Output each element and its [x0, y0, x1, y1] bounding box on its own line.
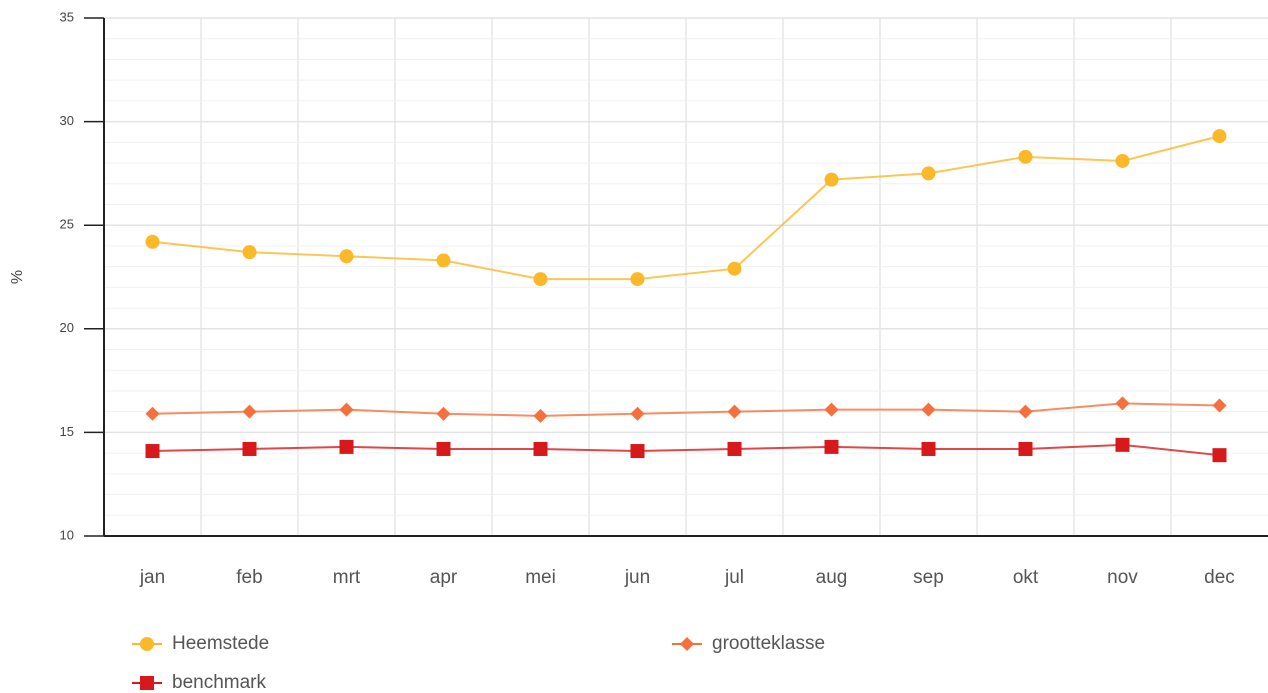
- x-tick-label: nov: [1107, 567, 1138, 588]
- legend-label: benchmark: [172, 672, 266, 693]
- y-tick-label: 35: [60, 9, 74, 24]
- data-point: [436, 253, 451, 268]
- data-point: [727, 404, 742, 419]
- data-point: [824, 172, 839, 187]
- data-point: [921, 441, 936, 456]
- data-point: [533, 272, 548, 287]
- data-point: [339, 402, 354, 417]
- series-line: [152, 402, 1220, 417]
- data-point: [921, 166, 936, 181]
- x-tick-label: okt: [1013, 567, 1039, 588]
- y-tick-label: 25: [60, 217, 74, 232]
- data-point: [145, 234, 160, 249]
- data-point: [242, 441, 257, 456]
- x-tick-label: feb: [236, 567, 262, 588]
- data-point: [1018, 149, 1033, 164]
- y-tick-label: 30: [60, 113, 74, 128]
- x-tick-label: jun: [624, 567, 650, 588]
- legend-label: Heemstede: [172, 633, 269, 654]
- x-tick-label: mrt: [333, 567, 361, 588]
- data-point: [242, 245, 257, 260]
- x-tick-label: jul: [724, 567, 744, 588]
- x-tick-label: sep: [913, 567, 944, 588]
- data-point: [1115, 153, 1130, 168]
- data-point: [145, 444, 160, 459]
- data-point: [630, 406, 645, 421]
- data-point: [1018, 441, 1033, 456]
- data-point: [533, 408, 548, 423]
- y-axis-label: %: [9, 270, 26, 284]
- data-point: [1018, 404, 1033, 419]
- data-point: [824, 439, 839, 454]
- data-point: [242, 404, 257, 419]
- data-point: [1115, 396, 1130, 411]
- x-tick-label: jan: [139, 567, 165, 588]
- data-point: [630, 444, 645, 459]
- data-point: [921, 402, 936, 417]
- x-tick-label: dec: [1204, 567, 1235, 588]
- data-point: [1212, 448, 1227, 463]
- data-point: [436, 406, 451, 421]
- x-tick-label: mei: [525, 567, 556, 588]
- legend-marker: [140, 637, 154, 651]
- data-point: [533, 441, 548, 456]
- data-point: [727, 261, 742, 276]
- data-point: [145, 406, 160, 421]
- data-point: [1212, 129, 1227, 144]
- y-tick-label: 20: [60, 320, 74, 335]
- data-point: [1212, 398, 1227, 413]
- y-tick-label: 15: [60, 424, 74, 439]
- data-point: [339, 439, 354, 454]
- data-point: [727, 441, 742, 456]
- data-point: [436, 441, 451, 456]
- data-point: [1115, 437, 1130, 452]
- series-line: [152, 443, 1220, 457]
- data-point: [339, 249, 354, 264]
- x-tick-label: aug: [816, 567, 848, 588]
- legend-marker: [680, 637, 694, 651]
- data-point: [824, 402, 839, 417]
- legend-marker: [140, 676, 154, 690]
- legend-label: grootteklasse: [712, 633, 825, 654]
- series-line: [152, 135, 1220, 281]
- y-tick-label: 10: [60, 527, 74, 542]
- data-point: [630, 272, 645, 287]
- x-tick-label: apr: [430, 567, 458, 588]
